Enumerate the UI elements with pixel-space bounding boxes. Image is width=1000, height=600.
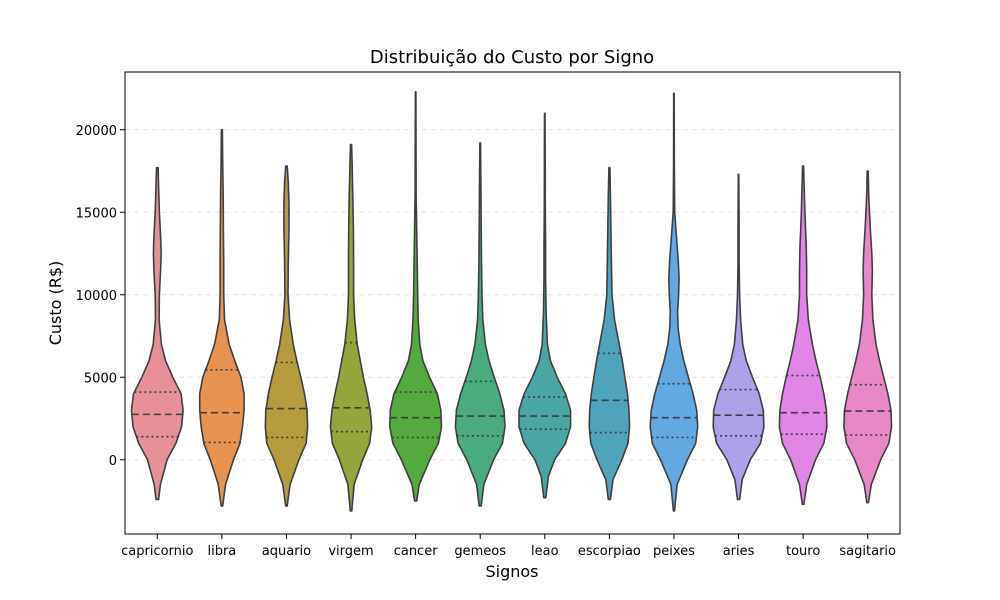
y-tick-label: 15000 bbox=[76, 206, 117, 221]
violin-cancer bbox=[389, 91, 443, 502]
plot-frame bbox=[124, 71, 901, 535]
violin-body bbox=[454, 142, 506, 507]
violin-body bbox=[264, 165, 309, 507]
violin-sagitario bbox=[843, 170, 893, 504]
x-tick-label: libra bbox=[207, 544, 236, 559]
violin-body bbox=[649, 92, 699, 512]
violin-body bbox=[712, 173, 765, 501]
violin-libra bbox=[198, 128, 245, 507]
violin-gemeos bbox=[454, 142, 506, 507]
violin-body bbox=[130, 166, 184, 501]
y-tick-label: 0 bbox=[109, 454, 117, 469]
violin-aries bbox=[712, 173, 765, 501]
x-tick-label: escorpiao bbox=[578, 544, 641, 559]
violin-leao bbox=[518, 112, 572, 499]
x-tick-label: aquario bbox=[262, 544, 311, 559]
x-tick-label: sagitario bbox=[839, 544, 896, 559]
x-tick-label: leao bbox=[531, 544, 559, 559]
gridlines bbox=[125, 129, 900, 461]
violin-peixes bbox=[649, 92, 699, 512]
y-axis-label: Custo (R$) bbox=[46, 261, 65, 346]
x-tick-label: peixes bbox=[653, 544, 695, 559]
y-axis: 0 5000 10000 15000 20000 bbox=[76, 124, 125, 469]
violin-capricornio bbox=[130, 166, 184, 501]
x-tick-label: touro bbox=[786, 544, 820, 559]
y-tick-label: 20000 bbox=[76, 124, 117, 139]
violin-virgem bbox=[329, 143, 373, 512]
chart-title: Distribuição do Custo por Signo bbox=[370, 47, 654, 68]
y-tick-label: 5000 bbox=[84, 371, 117, 386]
violin-body bbox=[329, 143, 373, 512]
x-axis-label: Signos bbox=[485, 562, 538, 581]
violin-body bbox=[778, 165, 828, 506]
violin-body bbox=[389, 91, 443, 502]
violin-aquario bbox=[264, 165, 309, 507]
x-axis: capricornio libra aquario virgem cancer gemeo… bbox=[121, 534, 896, 559]
x-tick-label: virgem bbox=[328, 544, 373, 559]
x-tick-label: aries bbox=[723, 544, 755, 559]
violin-escorpiao bbox=[588, 166, 631, 501]
x-tick-label: cancer bbox=[394, 544, 438, 559]
violins-layer bbox=[130, 91, 893, 512]
x-tick-label: gemeos bbox=[454, 544, 506, 559]
x-tick-label: capricornio bbox=[121, 544, 193, 559]
violin-touro bbox=[778, 165, 828, 506]
violin-body bbox=[588, 166, 631, 501]
y-tick-label: 10000 bbox=[76, 289, 117, 304]
violin-body bbox=[198, 128, 245, 507]
